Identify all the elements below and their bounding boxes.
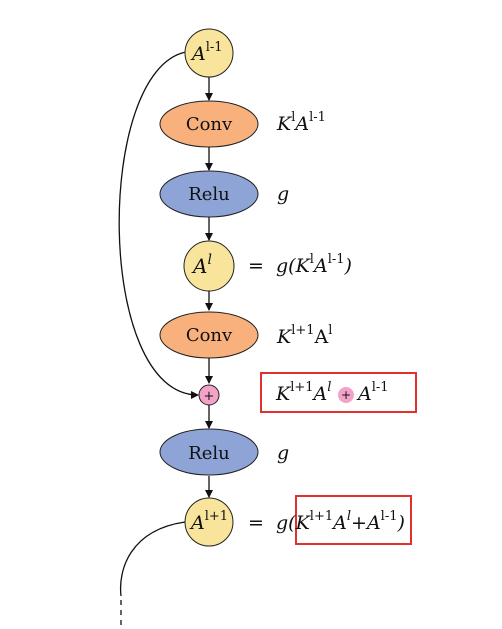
annotation-conv-1: KlAl-1 (276, 110, 326, 135)
next-block-curve (119, 521, 186, 597)
annotation-plus: Kl+1Al + Al-1 (275, 380, 389, 405)
svg-text:+: + (341, 388, 351, 402)
annotation-a-l: = g(KlAl-1) (248, 252, 352, 277)
node-conv-1-label: Conv (186, 114, 233, 135)
annotation-relu-1: g (277, 183, 289, 205)
svg-text:Kl+1Al: Kl+1Al (275, 380, 331, 405)
svg-text:Al-1: Al-1 (190, 40, 223, 65)
annotation-a-next: = g(Kl+1Al+Al-1) (248, 509, 405, 534)
highlight-box-sum (260, 372, 417, 413)
svg-text:Al+1: Al+1 (189, 509, 228, 534)
node-a-l-sup: l (207, 252, 211, 268)
node-relu-1: Relu (159, 170, 259, 218)
inline-plus-icon (338, 387, 354, 403)
highlight-box-result (295, 495, 412, 545)
node-a-prev-base: A (190, 43, 206, 65)
node-plus: + (198, 384, 220, 406)
node-relu-1-label: Relu (188, 184, 230, 205)
node-relu-2: Relu (159, 428, 259, 476)
node-conv-1: Conv (159, 100, 259, 148)
node-conv-2: Conv (159, 311, 259, 359)
node-a-l-base: A (191, 254, 207, 278)
annotation-conv-2: Kl+1Al (276, 323, 332, 348)
node-a-l: Al (183, 240, 235, 292)
node-a-next: Al+1 (184, 497, 234, 547)
skip-connection (118, 51, 199, 399)
node-relu-2-label: Relu (188, 443, 230, 464)
node-a-prev-sup: l-1 (206, 40, 223, 55)
node-a-next-base: A (189, 512, 205, 534)
svg-text:Al-1: Al-1 (356, 380, 389, 405)
svg-text:Al: Al (191, 252, 212, 278)
node-a-next-sup: l+1 (205, 509, 228, 524)
node-a-prev: Al-1 (184, 28, 234, 78)
flow-arrows (118, 51, 213, 629)
node-plus-label: + (204, 389, 215, 404)
node-conv-2-label: Conv (186, 325, 233, 346)
annotation-relu-2: g (277, 442, 289, 464)
